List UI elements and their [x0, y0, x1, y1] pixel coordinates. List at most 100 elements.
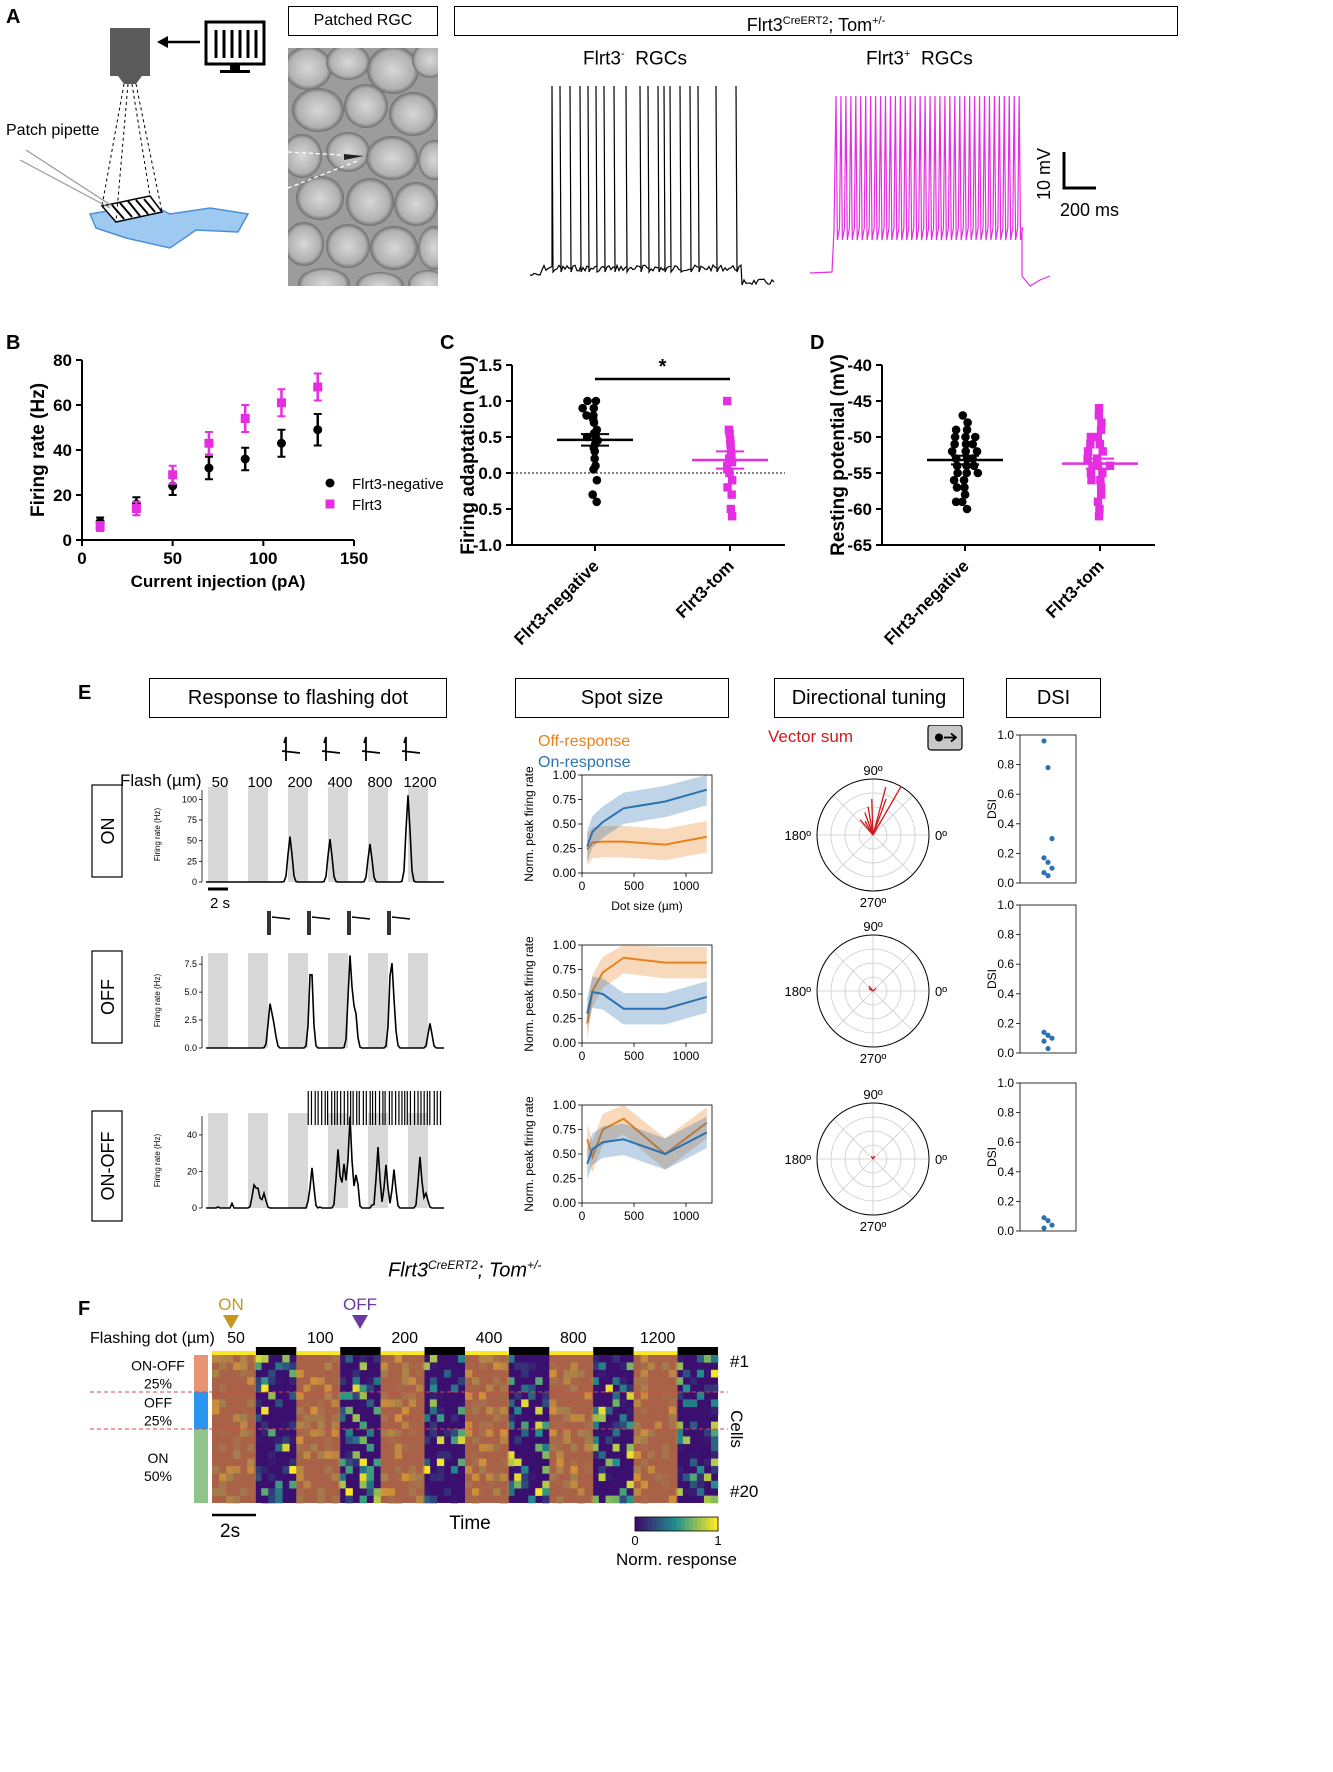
heatmap-cell [422, 1488, 431, 1496]
heatmap-cell [696, 1355, 705, 1363]
polar-grid-spoke [872, 1119, 913, 1160]
y-tick-label: 0.2 [997, 846, 1014, 860]
y-tick-label: 0.75 [553, 963, 577, 977]
flash-size-label: 400 [476, 1330, 503, 1347]
flash-size-label: 200 [391, 1330, 418, 1347]
heatmap-cell [366, 1466, 374, 1474]
scale-mv: 10 mV [1034, 147, 1054, 200]
x-tick-label: 150 [340, 549, 368, 568]
heatmap-cell [591, 1495, 599, 1504]
data-point [950, 432, 960, 442]
heatmap-cell [703, 1384, 712, 1393]
y-axis-label: Norm. peak firing rate [522, 766, 536, 882]
data-point [725, 468, 734, 478]
heatmap-cell [619, 1362, 627, 1371]
on-marker-label: ON [218, 1295, 244, 1314]
heatmap-cell [626, 1406, 634, 1415]
on-period-overlay [549, 1355, 594, 1503]
dsi-plot-frame [1019, 734, 1077, 884]
setup-schematic [19, 20, 266, 249]
heatmap-cell [275, 1443, 283, 1452]
data-point [951, 425, 961, 435]
heatmap-cell [289, 1466, 297, 1474]
firing-rate-trace [206, 1116, 444, 1209]
y-tick-label: 0.00 [553, 1036, 577, 1050]
heatmap-cell [282, 1362, 290, 1371]
heatmap-cell [289, 1421, 297, 1430]
heatmap-cell [619, 1443, 627, 1452]
heatmap-cell [598, 1473, 606, 1482]
heatmap-cell [521, 1399, 529, 1408]
y-tick-label: 5.0 [184, 987, 197, 997]
heatmap-cell [703, 1436, 712, 1445]
polar-label-180: 180º [785, 984, 812, 999]
heatmap-cell [710, 1466, 719, 1474]
heatmap-cell [366, 1480, 374, 1489]
dsi-title: DSI [1006, 678, 1101, 718]
heatmap-cell [422, 1436, 431, 1445]
heatmap-cell [514, 1392, 522, 1400]
heatmap-cell [521, 1473, 529, 1482]
heatmap-cell [598, 1443, 606, 1452]
heatmap-cell [542, 1488, 550, 1496]
heatmap-cell [338, 1406, 346, 1415]
polar-grid-spoke [833, 1119, 874, 1160]
heatmap-cell [514, 1480, 522, 1489]
heatmap-cell [689, 1399, 698, 1408]
polar-frame [816, 778, 930, 892]
y-tick-label: -55 [847, 464, 872, 483]
data-point [962, 425, 972, 435]
dsi-point [1049, 865, 1055, 871]
heatmap-cell [261, 1355, 269, 1363]
heatmap-cell [682, 1369, 691, 1378]
data-point [1093, 461, 1103, 470]
y-tick-label: 0.8 [997, 1106, 1014, 1120]
heatmap-cell [696, 1473, 705, 1482]
tuning-vector [867, 806, 874, 836]
vector-sum-label: Vector sum [768, 727, 853, 746]
data-point [240, 454, 250, 464]
data-point [204, 463, 214, 473]
data-point [1096, 490, 1106, 499]
heatmap-cell [450, 1369, 459, 1378]
cell-type-label: OFF [98, 979, 118, 1015]
heatmap-cell [521, 1384, 529, 1393]
heatmap-cell [289, 1480, 297, 1489]
heatmap-cell [542, 1399, 550, 1408]
patch-pipette-label: Patch pipette [6, 122, 100, 139]
time-axis-label: Time [449, 1513, 491, 1534]
heatmap-cell [507, 1355, 515, 1363]
heatmap-cell [703, 1473, 712, 1482]
data-point [582, 411, 591, 420]
heatmap-cell [626, 1362, 634, 1371]
cell-type-label: ON-OFF [98, 1132, 118, 1201]
heatmap-cell [689, 1458, 698, 1467]
x-tick-label: 500 [624, 879, 644, 893]
heatmap-cell [696, 1466, 705, 1474]
heatmap-cell [598, 1451, 606, 1459]
heatmap-cell [275, 1488, 283, 1496]
heatmap-cell [689, 1480, 698, 1489]
confidence-band [587, 945, 707, 1040]
heatmap-cell [682, 1399, 691, 1408]
off-period-bar [677, 1347, 718, 1355]
panel-e-letter: E [78, 682, 92, 704]
data-point [1086, 432, 1096, 442]
y-tick-label: 0.6 [997, 1135, 1014, 1149]
flash-size-label: 400 [327, 774, 352, 791]
heatmap-cell [598, 1406, 606, 1415]
firing-rate-chart: 0 50 100 150 0 20 40 60 80 Current injection (pA)… [28, 351, 444, 591]
heatmap-cell [703, 1495, 712, 1504]
colorbar-segment [684, 1517, 690, 1531]
heatmap-cell [345, 1436, 353, 1445]
y-tick-label: 0.8 [997, 928, 1014, 942]
heatmap-cell [703, 1355, 712, 1363]
heatmap-cell [507, 1377, 515, 1385]
y-axis-label: Firing rate (Hz) [153, 973, 162, 1027]
data-point [1098, 468, 1107, 478]
y-tick-label: 0.75 [553, 793, 577, 807]
directional-tuning-title: Directional tuning [774, 678, 964, 718]
heatmap-cell [359, 1436, 367, 1445]
